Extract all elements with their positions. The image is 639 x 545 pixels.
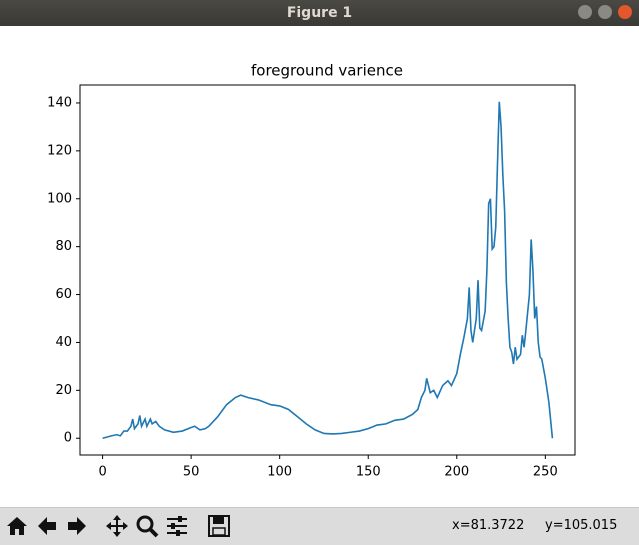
y-tick-label: 40 xyxy=(55,335,72,350)
home-button[interactable] xyxy=(5,514,29,538)
data-line xyxy=(102,101,554,440)
back-button[interactable] xyxy=(35,514,59,538)
toolbar: x=81.3722 y=105.015 xyxy=(0,507,639,545)
close-button[interactable] xyxy=(618,5,632,19)
cursor-y: y=105.015 xyxy=(545,518,618,533)
x-tick-label: 50 xyxy=(183,465,200,480)
forward-button[interactable] xyxy=(65,514,89,538)
x-tick-label: 250 xyxy=(533,465,558,480)
pan-button[interactable] xyxy=(105,514,129,538)
maximize-button[interactable] xyxy=(598,5,612,19)
x-tick-label: 100 xyxy=(267,465,292,480)
y-tick-label: 20 xyxy=(55,383,72,398)
zoom-button[interactable] xyxy=(135,514,159,538)
y-tick-label: 140 xyxy=(47,95,72,110)
y-tick-label: 80 xyxy=(55,239,72,254)
x-tick-label: 0 xyxy=(98,465,106,480)
window-title: Figure 1 xyxy=(286,5,353,21)
minimize-button[interactable] xyxy=(578,5,592,19)
title-bar: Figure 1 xyxy=(0,0,639,26)
x-tick-label: 150 xyxy=(356,465,381,480)
x-tick-label: 200 xyxy=(444,465,469,480)
axes-frame xyxy=(79,84,576,456)
cursor-x: x=81.3722 xyxy=(452,518,525,533)
y-tick-label: 100 xyxy=(47,191,72,206)
y-tick-label: 0 xyxy=(64,431,72,446)
figure: foreground varience 0 50 100 150 200 250 0 20 40… xyxy=(47,62,576,480)
chart-title: foreground varience xyxy=(251,62,403,80)
save-button[interactable] xyxy=(207,514,231,538)
configure-button[interactable] xyxy=(165,514,189,538)
y-tick-label: 120 xyxy=(47,143,72,158)
y-tick-label: 60 xyxy=(55,287,72,302)
